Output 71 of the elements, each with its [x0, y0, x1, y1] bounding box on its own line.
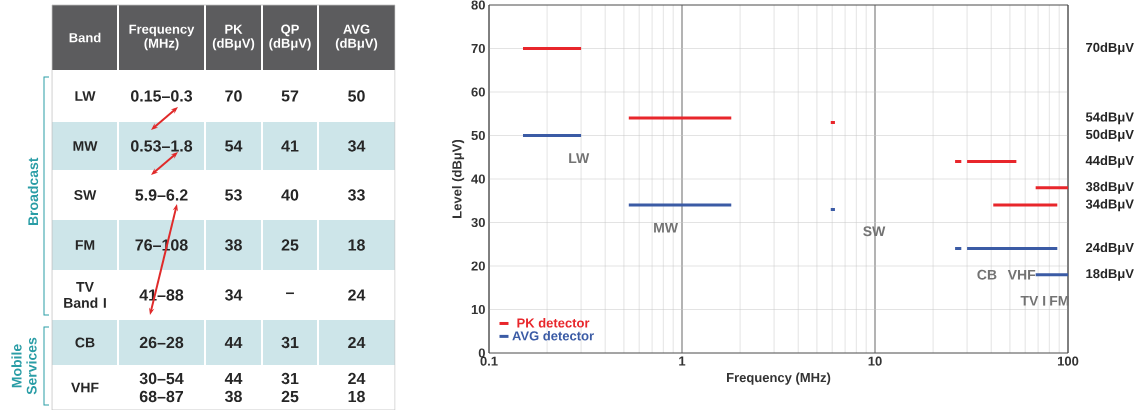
y-tick-label: 80: [471, 0, 485, 10]
y-tick-label: 60: [471, 87, 485, 97]
text: FM: [75, 240, 95, 250]
annotation: TV I: [1020, 295, 1046, 306]
x-tick-label: 100: [1057, 356, 1079, 366]
y2-tick-label: 54dBμV: [1085, 112, 1134, 125]
text: 0.15–0.3: [130, 90, 193, 102]
text: 41: [281, 140, 299, 152]
text: LW: [75, 91, 96, 101]
legend-label: AVG detector: [512, 330, 594, 341]
text: Mobile Services: [11, 337, 37, 395]
annotation: SW: [863, 226, 886, 237]
text: –: [286, 292, 294, 295]
text: CB: [75, 337, 95, 348]
y-tick-label: 20: [471, 261, 485, 271]
text: 53: [225, 189, 242, 201]
y-tick-label: 50: [471, 130, 485, 141]
text: 0.53–1.8: [130, 140, 193, 152]
y-axis-title: Level (dBμV): [452, 139, 465, 218]
text: TV Band I: [64, 282, 106, 308]
text: MW: [73, 141, 98, 151]
text: 25: [281, 239, 299, 251]
legend-label: PK detector: [517, 318, 590, 328]
text: 31: [281, 336, 299, 349]
annotation: LW: [569, 153, 590, 163]
x-tick-label: 10: [868, 356, 882, 366]
text: 44: [224, 337, 243, 349]
text: 38: [224, 239, 242, 251]
category-label: PK (dBμV): [212, 24, 255, 51]
text: 24: [348, 289, 366, 301]
text: 40: [281, 189, 299, 201]
text: 30–54 68–87: [139, 372, 184, 403]
text: 33: [347, 189, 365, 201]
text: 26–28: [139, 336, 184, 349]
annotation: CB: [977, 269, 997, 280]
category-label: Band: [69, 32, 101, 43]
category-label: AVG (dBμV): [335, 24, 378, 51]
x-axis-title: Frequency (MHz): [727, 372, 831, 385]
annotation: MW: [654, 222, 679, 233]
y2-tick-label: 44dBμV: [1085, 155, 1134, 168]
y-tick-label: 10: [471, 304, 485, 315]
text: 57: [281, 90, 299, 102]
y2-tick-label: 34dBμV: [1085, 199, 1134, 212]
text: 70: [225, 90, 242, 102]
annotation: VHF: [1007, 269, 1036, 280]
y2-tick-label: 50dBμV: [1085, 129, 1134, 142]
y2-tick-label: 70dBμV: [1086, 42, 1134, 55]
text: Broadcast: [27, 157, 39, 226]
y2-tick-label: 18dBμV: [1086, 268, 1134, 281]
y-tick-label: 70: [471, 43, 485, 54]
x-tick-label: 0.1: [480, 356, 498, 366]
text: 18: [348, 239, 365, 251]
text: VHF: [71, 382, 99, 393]
text: SW: [74, 190, 97, 200]
text: 34: [347, 140, 366, 152]
y-tick-label: 0: [478, 348, 485, 358]
text: 54: [225, 140, 243, 152]
text: 31 25: [281, 372, 299, 403]
y-tick-label: 40: [471, 174, 485, 184]
text: 34: [224, 289, 243, 301]
x-tick-label: 1: [679, 356, 686, 366]
text: 5.9–6.2: [135, 189, 188, 201]
text: 24: [348, 336, 366, 349]
y-tick-label: 30: [471, 217, 485, 228]
y2-tick-label: 38dBμV: [1085, 181, 1134, 194]
text: 44 38: [224, 372, 243, 403]
category-label: Frequency (MHz): [129, 24, 195, 51]
y2-tick-label: 24dBμV: [1085, 242, 1134, 255]
category-label: QP (dBμV): [269, 24, 311, 51]
text: 24 18: [348, 372, 366, 403]
text: 50: [348, 90, 365, 102]
